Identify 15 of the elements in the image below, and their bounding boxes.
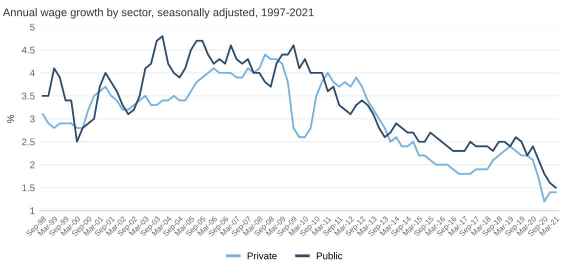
y-tick-label: 3.5 [22,92,35,100]
y-axis-title: % [7,114,14,123]
line-series [42,54,557,202]
y-tick-label: 5 [30,24,35,31]
legend-label: Public [316,252,342,260]
y-tick-label: 2 [30,161,35,168]
y-tick-label: 3 [30,116,35,122]
y-tick-label: 4.5 [22,46,35,54]
line-series [42,35,557,189]
y-tick-label: 2.5 [22,138,35,146]
y-tick-label: 4 [30,70,35,76]
chart-title: Annual wage growth by sector, seasonally adjusted, 1997-2021 [2,8,314,18]
y-tick-label: 1.5 [22,184,35,192]
y-tick-label: 1 [30,207,35,214]
legend-label: Private [248,252,277,260]
